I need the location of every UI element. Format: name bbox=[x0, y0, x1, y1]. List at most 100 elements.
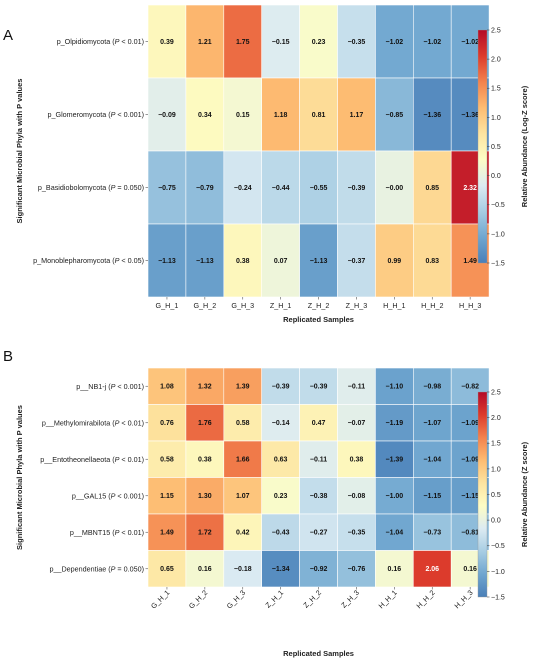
cell-value-label: −0.92 bbox=[310, 566, 328, 573]
column-label: G_H_1 bbox=[149, 588, 171, 610]
cell-value-label: −0.39 bbox=[310, 384, 328, 391]
heatmap-cell bbox=[299, 77, 338, 152]
column-label: Z_H_1 bbox=[263, 588, 285, 610]
cell-value-label: 1.08 bbox=[160, 384, 174, 391]
cell-value-label: −0.27 bbox=[310, 530, 328, 537]
heatmap-cell bbox=[223, 150, 263, 225]
colorbar-tick-label: −1.5 bbox=[491, 260, 505, 267]
cell-value-label: −0.81 bbox=[461, 530, 479, 537]
row-label: p__NB1-j (P < 0.001) bbox=[76, 382, 144, 391]
panel-label: B bbox=[3, 348, 13, 365]
cell-value-label: −1.36 bbox=[423, 112, 441, 119]
heatmap-cell bbox=[412, 150, 452, 225]
colorbar-tick-label: −1.0 bbox=[491, 231, 505, 238]
cell-value-label: −0.44 bbox=[272, 185, 290, 192]
heatmap-cell bbox=[299, 440, 338, 478]
colorbar-title: Relative Abundance (Log-Z score) bbox=[520, 85, 529, 207]
cell-value-label: −0.11 bbox=[310, 457, 327, 464]
cell-value-label: 1.30 bbox=[198, 493, 212, 500]
colorbar-tick-label: 0.0 bbox=[491, 518, 501, 525]
cell-value-label: 0.47 bbox=[312, 420, 326, 427]
cell-value-label: 0.34 bbox=[198, 112, 212, 119]
cell-value-label: 0.76 bbox=[160, 420, 174, 427]
cell-value-label: 1.39 bbox=[236, 384, 250, 391]
cell-value-label: 1.66 bbox=[236, 457, 250, 464]
cell-value-label: 0.38 bbox=[350, 457, 364, 464]
cell-value-label: 0.38 bbox=[198, 457, 212, 464]
heatmap-cell bbox=[261, 77, 300, 152]
heatmap-cell bbox=[299, 513, 338, 551]
heatmap-cell bbox=[223, 513, 263, 551]
heatmap-cell bbox=[261, 150, 300, 225]
y-axis-title: Significant Microbial Phyla with P value… bbox=[15, 79, 24, 224]
colorbar-title: Relative Abundance (Z score) bbox=[520, 441, 529, 547]
row-label: p__GAL15 (P < 0.001) bbox=[72, 491, 144, 500]
colorbar bbox=[477, 391, 488, 598]
cell-value-label: 0.85 bbox=[425, 185, 439, 192]
cell-value-label: −0.24 bbox=[234, 185, 252, 192]
heatmap-cell bbox=[185, 150, 225, 225]
cell-value-label: −0.35 bbox=[348, 39, 366, 46]
heatmap-cell bbox=[261, 440, 300, 478]
heatmap-cell bbox=[147, 477, 187, 515]
heatmap-cell bbox=[223, 404, 263, 442]
cell-value-label: 0.99 bbox=[388, 258, 402, 265]
heatmap-cell bbox=[299, 404, 338, 442]
cell-value-label: −1.04 bbox=[385, 530, 403, 537]
heatmap-cell bbox=[147, 440, 187, 478]
cell-value-label: −1.15 bbox=[461, 493, 479, 500]
column-label: H_H_2 bbox=[414, 588, 436, 610]
cell-value-label: −0.38 bbox=[310, 493, 328, 500]
cell-value-label: 1.72 bbox=[198, 530, 212, 537]
colorbar-tick-label: 0.0 bbox=[491, 173, 501, 180]
column-label: Z_H_3 bbox=[339, 588, 361, 610]
cell-value-label: −0.85 bbox=[385, 112, 403, 119]
column-label: H_H_1 bbox=[383, 301, 405, 310]
cell-value-label: −0.39 bbox=[272, 384, 290, 391]
cell-value-label: 0.83 bbox=[425, 258, 439, 265]
colorbar-tick-label: 0.5 bbox=[491, 492, 501, 499]
row-label: p__Methylomirabilota (P < 0.01) bbox=[42, 418, 144, 427]
cell-value-label: 0.58 bbox=[236, 420, 250, 427]
cell-value-label: 1.18 bbox=[274, 112, 288, 119]
x-axis-title: Replicated Samples bbox=[283, 315, 354, 324]
heatmap-cell bbox=[261, 223, 300, 298]
heatmap-cell bbox=[261, 4, 300, 79]
row-label: p__Dependentiae (P = 0.050) bbox=[49, 564, 144, 573]
heatmap-cell bbox=[337, 440, 376, 478]
cell-value-label: 1.17 bbox=[350, 112, 364, 119]
cell-value-label: 1.15 bbox=[160, 493, 174, 500]
cell-value-label: 0.16 bbox=[463, 566, 477, 573]
heatmap-cell bbox=[337, 150, 376, 225]
cell-value-label: −1.13 bbox=[158, 258, 176, 265]
cell-value-label: 0.38 bbox=[236, 258, 250, 265]
heatmap-cell bbox=[412, 367, 452, 405]
heatmap-cell bbox=[223, 77, 263, 152]
cell-value-label: −1.15 bbox=[423, 493, 441, 500]
column-label: H_H_3 bbox=[459, 301, 481, 310]
heatmap-cell bbox=[412, 550, 452, 588]
cell-value-label: 0.42 bbox=[236, 530, 250, 537]
cell-value-label: −1.00 bbox=[385, 493, 403, 500]
heatmap-cell bbox=[299, 4, 338, 79]
heatmap-cell bbox=[185, 4, 225, 79]
heatmap-cell bbox=[337, 513, 376, 551]
heatmap-cell bbox=[412, 440, 452, 478]
cell-value-label: −0.82 bbox=[461, 384, 479, 391]
cell-value-label: 2.06 bbox=[425, 566, 439, 573]
cell-value-label: −0.09 bbox=[158, 112, 176, 119]
cell-value-label: −0.00 bbox=[385, 185, 403, 192]
cell-value-label: 0.58 bbox=[160, 457, 174, 464]
cell-value-label: −1.19 bbox=[385, 420, 403, 427]
cell-value-label: −1.10 bbox=[385, 384, 403, 391]
cell-value-label: −1.09 bbox=[461, 457, 479, 464]
colorbar-tick-label: 1.5 bbox=[491, 86, 501, 93]
colorbar-tick-label: −0.5 bbox=[491, 543, 505, 550]
heatmap-cell bbox=[337, 77, 376, 152]
cell-value-label: 0.81 bbox=[312, 112, 326, 119]
colorbar-tick-label: −0.5 bbox=[491, 202, 505, 209]
cell-value-label: −1.02 bbox=[423, 39, 441, 46]
heatmap-cell bbox=[223, 4, 263, 79]
heatmap-cell bbox=[375, 477, 414, 515]
cell-value-label: 2.32 bbox=[463, 185, 477, 192]
